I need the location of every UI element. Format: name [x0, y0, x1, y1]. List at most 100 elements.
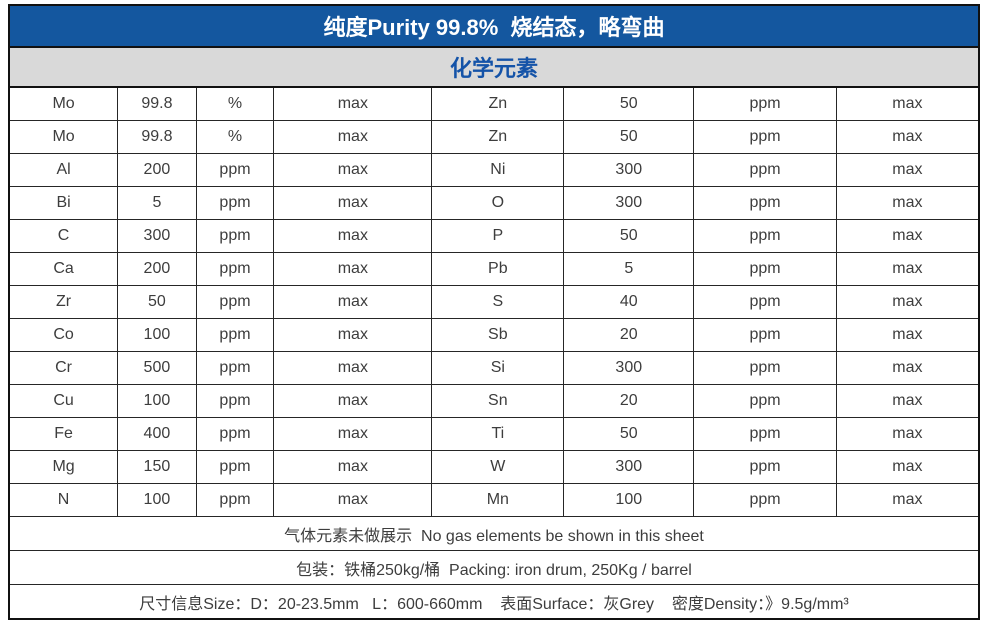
element-value: 500 — [117, 351, 197, 385]
element-value: 200 — [117, 153, 197, 187]
element-limit: max — [835, 252, 980, 286]
element-symbol: Mg — [8, 450, 119, 484]
element-symbol: S — [431, 285, 565, 319]
element-limit: max — [835, 219, 980, 253]
element-limit: max — [835, 285, 980, 319]
element-symbol: P — [431, 219, 565, 253]
element-unit: ppm — [693, 351, 837, 385]
element-unit: ppm — [195, 186, 275, 220]
element-value: 100 — [117, 483, 197, 517]
element-symbol: C — [8, 219, 119, 253]
element-value: 50 — [117, 285, 197, 319]
size-info-row: 尺寸信息Size：D：20-23.5mm L：600-660mm 表面Surfa… — [8, 584, 980, 620]
element-unit: ppm — [693, 153, 837, 187]
element-value: 300 — [563, 450, 695, 484]
element-unit: ppm — [693, 186, 837, 220]
element-unit: % — [195, 120, 275, 154]
element-unit: ppm — [195, 252, 275, 286]
element-symbol: Cr — [8, 351, 119, 385]
table-row: N 100 ppm max Mn 100 ppm max — [8, 483, 980, 517]
element-unit: ppm — [195, 219, 275, 253]
element-limit: max — [835, 153, 980, 187]
element-value: 300 — [117, 219, 197, 253]
table-row: Co 100 ppm max Sb 20 ppm max — [8, 318, 980, 352]
element-symbol: Cu — [8, 384, 119, 418]
element-limit: max — [273, 285, 433, 319]
element-limit: max — [835, 86, 980, 121]
element-symbol: Sn — [431, 384, 565, 418]
section-title-chemical-elements: 化学元素 — [8, 46, 980, 88]
element-symbol: Mo — [8, 120, 119, 154]
element-limit: max — [273, 318, 433, 352]
element-value: 5 — [563, 252, 695, 286]
gas-note-row: 气体元素未做展示 No gas elements be shown in thi… — [8, 516, 980, 551]
subheader-row: 化学元素 — [8, 46, 980, 88]
size-info-text: 尺寸信息Size：D：20-23.5mm L：600-660mm 表面Surfa… — [8, 584, 980, 620]
element-symbol: Ti — [431, 417, 565, 451]
chem-rows: Mo 99.8 % max Zn 50 ppm max Mo 99.8 % ma… — [8, 86, 980, 517]
element-value: 100 — [117, 318, 197, 352]
element-limit: max — [273, 219, 433, 253]
element-unit: ppm — [195, 450, 275, 484]
table-row: Mg 150 ppm max W 300 ppm max — [8, 450, 980, 484]
element-symbol: Mn — [431, 483, 565, 517]
element-value: 40 — [563, 285, 695, 319]
element-value: 400 — [117, 417, 197, 451]
element-unit: ppm — [195, 417, 275, 451]
element-limit: max — [835, 351, 980, 385]
element-value: 20 — [563, 318, 695, 352]
element-limit: max — [273, 252, 433, 286]
element-unit: ppm — [693, 285, 837, 319]
element-unit: ppm — [195, 285, 275, 319]
element-unit: % — [195, 86, 275, 121]
element-unit: ppm — [693, 219, 837, 253]
table-row: Mo 99.8 % max Zn 50 ppm max — [8, 120, 980, 154]
table-row: Cu 100 ppm max Sn 20 ppm max — [8, 384, 980, 418]
element-symbol: Pb — [431, 252, 565, 286]
element-unit: ppm — [693, 483, 837, 517]
element-symbol: O — [431, 186, 565, 220]
element-value: 99.8 — [117, 86, 197, 121]
element-symbol: Ni — [431, 153, 565, 187]
element-symbol: Si — [431, 351, 565, 385]
title-row: 纯度Purity 99.8% 烧结态，略弯曲 — [8, 4, 980, 48]
element-value: 100 — [117, 384, 197, 418]
table-row: Cr 500 ppm max Si 300 ppm max — [8, 351, 980, 385]
element-unit: ppm — [195, 483, 275, 517]
element-value: 200 — [117, 252, 197, 286]
element-symbol: Al — [8, 153, 119, 187]
element-unit: ppm — [195, 384, 275, 418]
element-limit: max — [273, 351, 433, 385]
element-value: 50 — [563, 120, 695, 154]
element-value: 100 — [563, 483, 695, 517]
element-limit: max — [273, 153, 433, 187]
element-unit: ppm — [693, 120, 837, 154]
table-row: Zr 50 ppm max S 40 ppm max — [8, 285, 980, 319]
packing-row: 包装：铁桶250kg/桶 Packing: iron drum, 250Kg /… — [8, 550, 980, 585]
element-unit: ppm — [195, 318, 275, 352]
gas-note-text: 气体元素未做展示 No gas elements be shown in thi… — [8, 516, 980, 551]
element-symbol: Bi — [8, 186, 119, 220]
element-symbol: Mo — [8, 86, 119, 121]
element-unit: ppm — [693, 384, 837, 418]
element-limit: max — [273, 450, 433, 484]
element-limit: max — [273, 384, 433, 418]
element-value: 50 — [563, 417, 695, 451]
element-symbol: Zn — [431, 86, 565, 121]
element-limit: max — [273, 186, 433, 220]
element-value: 150 — [117, 450, 197, 484]
table-row: C 300 ppm max P 50 ppm max — [8, 219, 980, 253]
element-unit: ppm — [195, 351, 275, 385]
element-symbol: Co — [8, 318, 119, 352]
table-row: Al 200 ppm max Ni 300 ppm max — [8, 153, 980, 187]
element-limit: max — [835, 120, 980, 154]
element-unit: ppm — [693, 318, 837, 352]
element-unit: ppm — [693, 417, 837, 451]
element-limit: max — [835, 417, 980, 451]
element-limit: max — [835, 384, 980, 418]
element-unit: ppm — [693, 86, 837, 121]
element-symbol: Fe — [8, 417, 119, 451]
element-value: 50 — [563, 219, 695, 253]
element-limit: max — [273, 120, 433, 154]
